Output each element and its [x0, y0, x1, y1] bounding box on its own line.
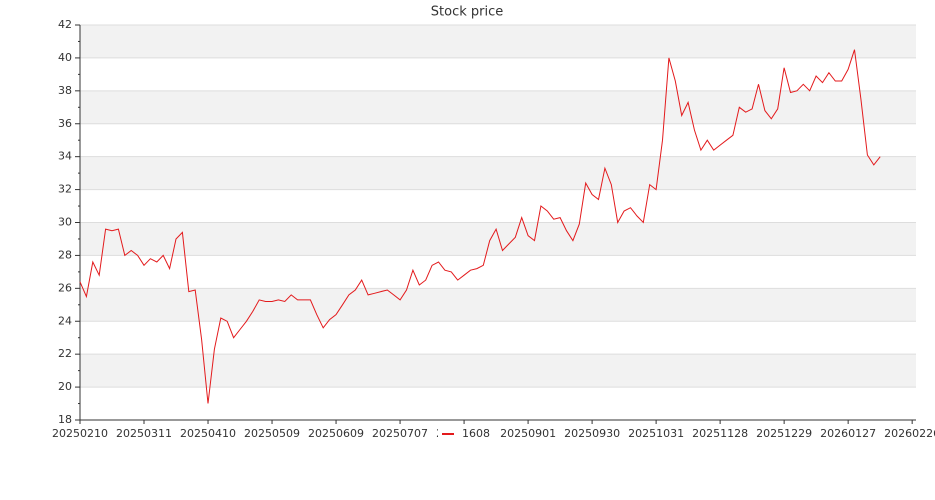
grid-band — [80, 156, 916, 190]
y-tick-label: 32 — [58, 183, 72, 196]
y-tick-label: 24 — [58, 314, 72, 327]
y-tick-label: 38 — [58, 84, 72, 97]
x-tick-label: 20251128 — [692, 427, 748, 440]
x-tick-label: 20250609 — [308, 427, 364, 440]
y-tick-label: 30 — [58, 216, 72, 229]
y-tick-label: 18 — [58, 413, 72, 426]
x-tick-label: 20250410 — [180, 427, 236, 440]
grid-band — [80, 222, 916, 256]
y-tick-label: 26 — [58, 281, 72, 294]
y-tick-label: 20 — [58, 380, 72, 393]
grid-band — [80, 25, 916, 58]
x-tick-label: 20250311 — [116, 427, 172, 440]
chart-title: Stock price — [431, 5, 503, 20]
x-tick-label: 20260127 — [820, 427, 876, 440]
y-tick-label: 40 — [58, 51, 72, 64]
y-tick-label: 34 — [58, 150, 72, 163]
y-tick-label: 42 — [58, 18, 72, 31]
legend-box — [438, 426, 498, 442]
x-tick-label: 20250210 — [52, 427, 108, 440]
x-tick-label: 20250930 — [564, 427, 620, 440]
x-tick-label: 20250707 — [372, 427, 428, 440]
x-tick-label: 20260226 — [884, 427, 935, 440]
x-tick-label: 20251229 — [756, 427, 812, 440]
x-tick-label: 20250901 — [500, 427, 556, 440]
x-tick-label: 20250509 — [244, 427, 300, 440]
grid-band — [80, 354, 916, 388]
grid-band — [80, 90, 916, 124]
y-tick-label: 22 — [58, 347, 72, 360]
y-tick-label: 28 — [58, 248, 72, 261]
grid-band — [80, 288, 916, 322]
legend-label: 1608 — [462, 427, 490, 440]
y-tick-label: 36 — [58, 117, 72, 130]
x-tick-label: 20251031 — [628, 427, 684, 440]
line-series — [79, 49, 881, 404]
